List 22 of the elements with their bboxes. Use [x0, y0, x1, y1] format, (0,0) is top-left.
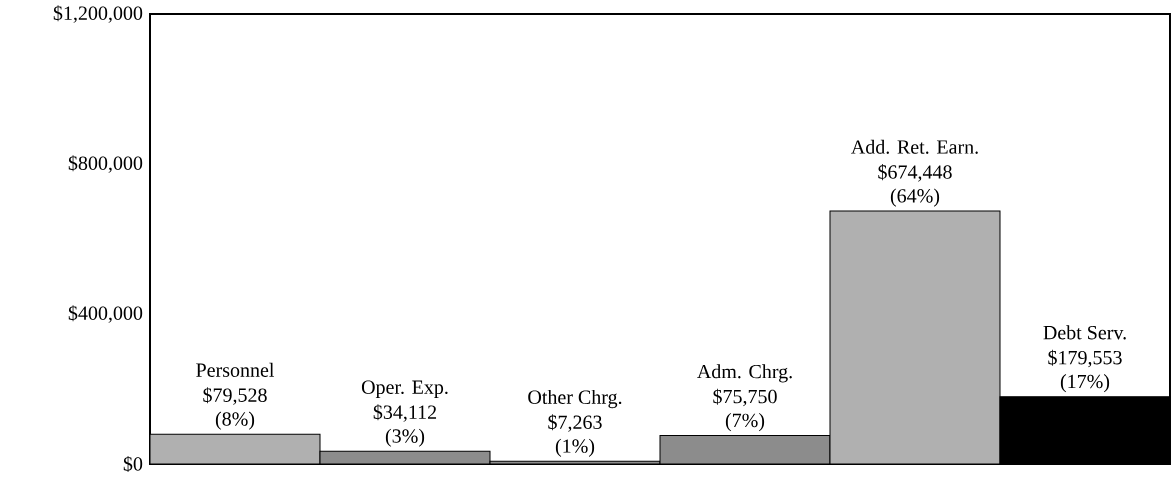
x-tick-label: Other Chrg. [528, 389, 622, 409]
x-tick-label: Personnel [196, 362, 275, 377]
annotation: (1%) [555, 438, 595, 457]
x-tick-label: Add. Ret. Earn. [851, 139, 978, 154]
data-label: $75,750 [713, 388, 777, 407]
x-tick-label: Oper. Exp. [361, 380, 448, 398]
annotation: (17%) [1060, 374, 1110, 393]
data-label: $79,528 [203, 387, 267, 405]
annotation: (7%) [725, 413, 765, 432]
x-tick-label: Adm. Chrg. [697, 364, 792, 383]
y-tick-label: $0 [123, 455, 143, 473]
annotation: (8%) [215, 411, 255, 430]
y-tick-label: $800,000 [68, 155, 143, 173]
y-tick-label: $400,000 [68, 305, 143, 323]
y-tick-label: $1,200,000 [53, 5, 143, 23]
data-label: $7,263 [548, 414, 602, 432]
data-label: $179,553 [1048, 349, 1122, 368]
annotation: (64%) [890, 188, 940, 207]
data-label: $34,112 [373, 404, 437, 422]
data-label: $674,448 [878, 164, 952, 182]
x-tick-label: Debt Serv. [1043, 325, 1126, 340]
annotation: (3%) [385, 428, 425, 447]
